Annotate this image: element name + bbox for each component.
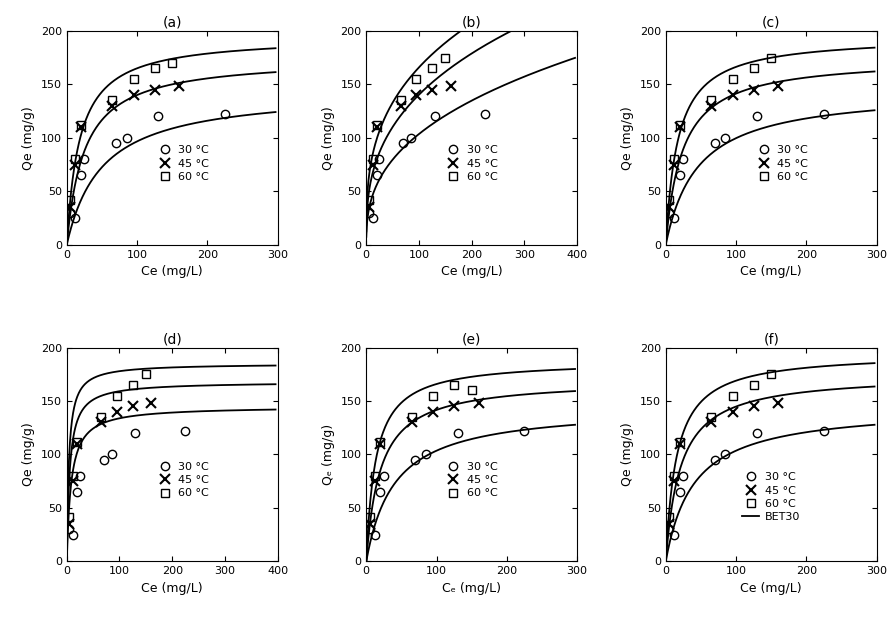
Y-axis label: Qₑ (mg/g): Qₑ (mg/g) bbox=[321, 424, 335, 485]
Y-axis label: Qe (mg/g): Qe (mg/g) bbox=[22, 106, 36, 170]
X-axis label: Ce (mg/L): Ce (mg/L) bbox=[441, 265, 503, 278]
X-axis label: Ce (mg/L): Ce (mg/L) bbox=[142, 582, 203, 595]
X-axis label: Cₑ (mg/L): Cₑ (mg/L) bbox=[442, 582, 501, 595]
Legend: 30 °C, 45 °C, 60 °C: 30 °C, 45 °C, 60 °C bbox=[441, 141, 503, 186]
Title: (e): (e) bbox=[462, 333, 481, 346]
Y-axis label: Qe (mg/g): Qe (mg/g) bbox=[321, 106, 335, 170]
Legend: 30 °C, 45 °C, 60 °C: 30 °C, 45 °C, 60 °C bbox=[751, 141, 813, 186]
Title: (a): (a) bbox=[163, 15, 182, 30]
Y-axis label: Qe (mg/g): Qe (mg/g) bbox=[621, 423, 635, 486]
Legend: 30 °C, 45 °C, 60 °C: 30 °C, 45 °C, 60 °C bbox=[441, 457, 503, 503]
Legend: 30 °C, 45 °C, 60 °C, BET30: 30 °C, 45 °C, 60 °C, BET30 bbox=[738, 468, 805, 527]
Y-axis label: Qe (mg/g): Qe (mg/g) bbox=[621, 106, 635, 170]
Legend: 30 °C, 45 °C, 60 °C: 30 °C, 45 °C, 60 °C bbox=[152, 141, 214, 186]
Title: (f): (f) bbox=[764, 333, 779, 346]
X-axis label: Ce (mg/L): Ce (mg/L) bbox=[142, 265, 203, 278]
Legend: 30 °C, 45 °C, 60 °C: 30 °C, 45 °C, 60 °C bbox=[152, 457, 214, 503]
Title: (b): (b) bbox=[462, 15, 481, 30]
Y-axis label: Qe (mg/g): Qe (mg/g) bbox=[22, 423, 36, 486]
X-axis label: Ce (mg/L): Ce (mg/L) bbox=[740, 582, 802, 595]
Title: (d): (d) bbox=[162, 333, 182, 346]
X-axis label: Ce (mg/L): Ce (mg/L) bbox=[740, 265, 802, 278]
Title: (c): (c) bbox=[762, 15, 781, 30]
